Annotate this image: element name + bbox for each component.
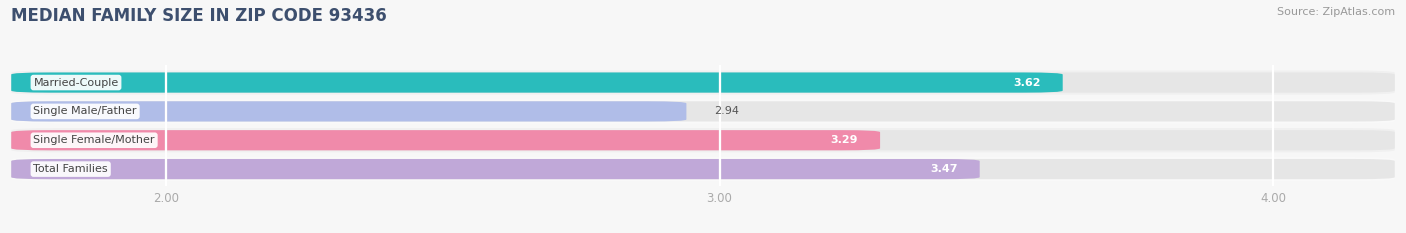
Text: Married-Couple: Married-Couple bbox=[34, 78, 118, 88]
FancyBboxPatch shape bbox=[11, 159, 1395, 179]
Text: Single Male/Father: Single Male/Father bbox=[34, 106, 136, 116]
FancyBboxPatch shape bbox=[11, 130, 1395, 150]
Text: 3.62: 3.62 bbox=[1014, 78, 1040, 88]
FancyBboxPatch shape bbox=[11, 99, 1395, 123]
Text: 2.94: 2.94 bbox=[714, 106, 740, 116]
FancyBboxPatch shape bbox=[11, 128, 1395, 152]
FancyBboxPatch shape bbox=[11, 70, 1395, 95]
Text: 3.47: 3.47 bbox=[929, 164, 957, 174]
FancyBboxPatch shape bbox=[11, 72, 1063, 93]
FancyBboxPatch shape bbox=[11, 157, 1395, 181]
Text: MEDIAN FAMILY SIZE IN ZIP CODE 93436: MEDIAN FAMILY SIZE IN ZIP CODE 93436 bbox=[11, 7, 387, 25]
FancyBboxPatch shape bbox=[11, 101, 1395, 121]
FancyBboxPatch shape bbox=[11, 72, 1395, 93]
FancyBboxPatch shape bbox=[11, 159, 980, 179]
FancyBboxPatch shape bbox=[11, 101, 686, 121]
FancyBboxPatch shape bbox=[11, 130, 880, 150]
Text: Single Female/Mother: Single Female/Mother bbox=[34, 135, 155, 145]
Text: Total Families: Total Families bbox=[34, 164, 108, 174]
Text: Source: ZipAtlas.com: Source: ZipAtlas.com bbox=[1277, 7, 1395, 17]
Text: 3.29: 3.29 bbox=[831, 135, 858, 145]
